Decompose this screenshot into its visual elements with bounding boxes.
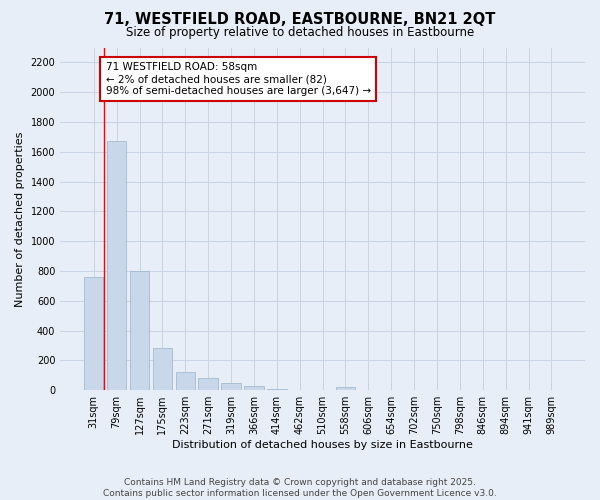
- Bar: [176, 372, 195, 390]
- Bar: [152, 348, 172, 390]
- Bar: [267, 389, 287, 390]
- Text: Contains HM Land Registry data © Crown copyright and database right 2025.
Contai: Contains HM Land Registry data © Crown c…: [103, 478, 497, 498]
- Bar: [130, 271, 149, 390]
- Bar: [199, 378, 218, 390]
- Y-axis label: Number of detached properties: Number of detached properties: [15, 131, 25, 306]
- Bar: [107, 142, 127, 390]
- Text: 71, WESTFIELD ROAD, EASTBOURNE, BN21 2QT: 71, WESTFIELD ROAD, EASTBOURNE, BN21 2QT: [104, 12, 496, 28]
- Bar: [84, 277, 103, 390]
- Bar: [221, 383, 241, 390]
- Bar: [336, 387, 355, 390]
- Bar: [244, 386, 263, 390]
- Text: Size of property relative to detached houses in Eastbourne: Size of property relative to detached ho…: [126, 26, 474, 39]
- Text: 71 WESTFIELD ROAD: 58sqm
← 2% of detached houses are smaller (82)
98% of semi-de: 71 WESTFIELD ROAD: 58sqm ← 2% of detache…: [106, 62, 371, 96]
- X-axis label: Distribution of detached houses by size in Eastbourne: Distribution of detached houses by size …: [172, 440, 473, 450]
